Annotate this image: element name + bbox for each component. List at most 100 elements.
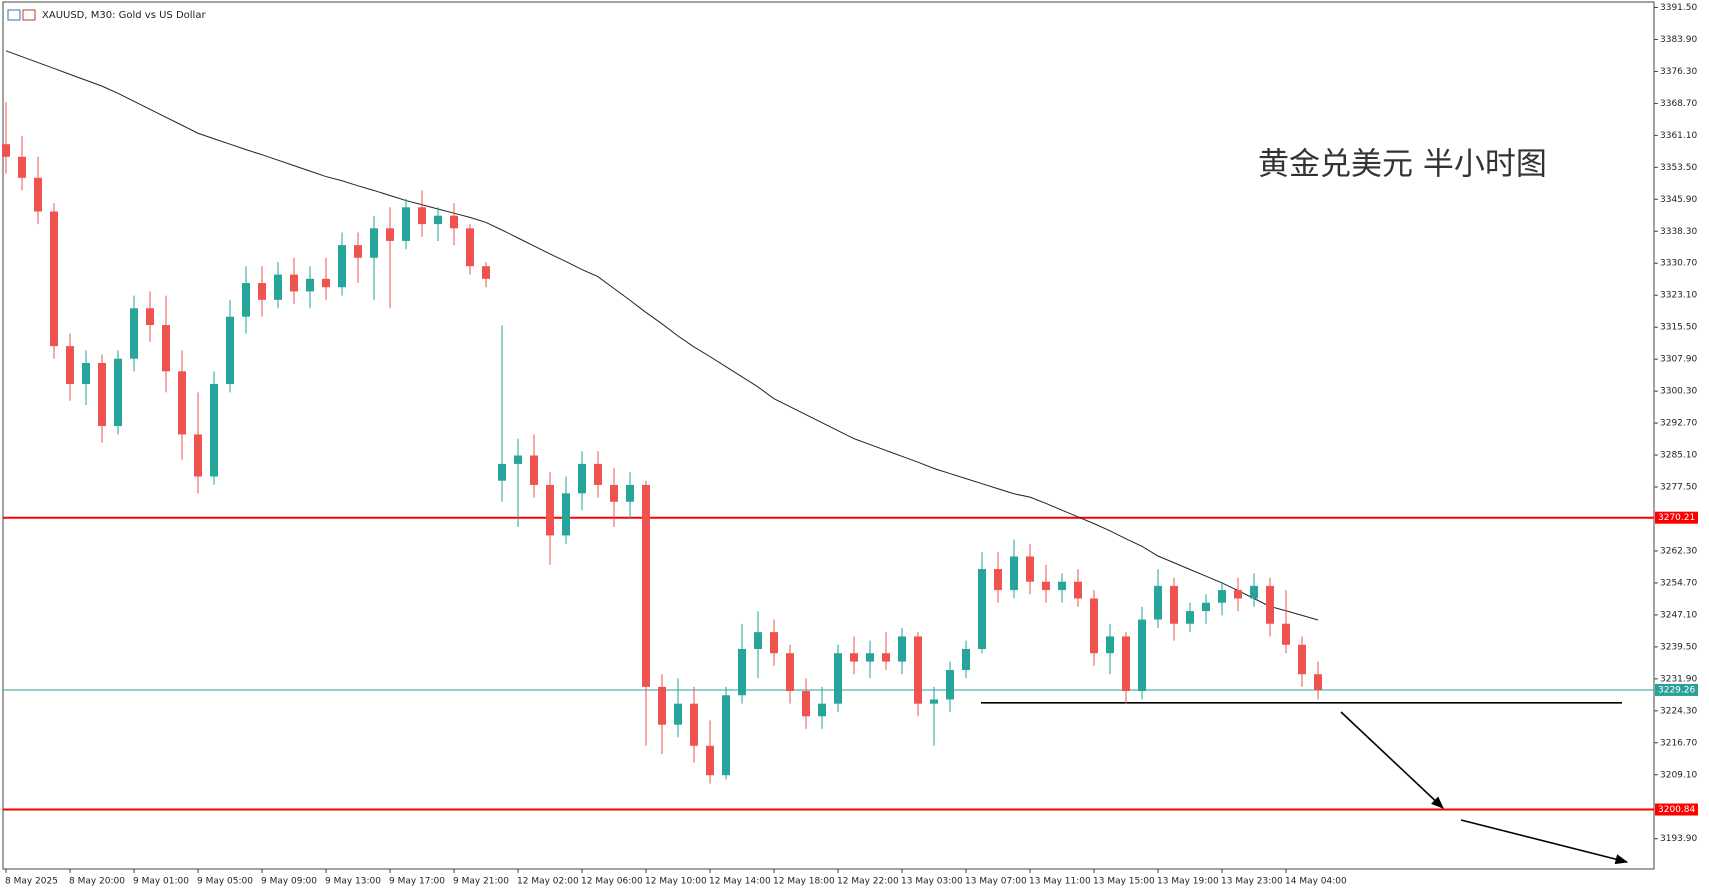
y-tick-label: 3231.90: [1660, 674, 1697, 684]
candle-body: [594, 463, 602, 485]
candle-body: [498, 463, 506, 481]
candle-body: [2, 144, 10, 157]
candle-body: [1106, 636, 1114, 654]
candle-body: [1266, 585, 1274, 624]
arrow: [1460, 819, 1629, 865]
moving-average: [5, 50, 1319, 621]
candle-body: [258, 283, 266, 300]
y-tick-label: 3307.90: [1660, 355, 1697, 365]
candle-body: [306, 278, 314, 292]
candle-body: [402, 207, 410, 241]
candle-body: [530, 455, 538, 485]
x-tick-label: 13 May 11:00: [1029, 877, 1091, 887]
y-tick-label: 3368.70: [1660, 99, 1697, 109]
y-tick-label: 3353.50: [1660, 163, 1697, 173]
x-tick-label: 9 May 13:00: [325, 877, 381, 887]
candle-body: [1026, 556, 1034, 582]
y-tick-label: 3277.50: [1660, 483, 1697, 493]
candle-body: [850, 653, 858, 662]
y-tick-label: 3285.10: [1660, 451, 1697, 461]
candle-body: [434, 215, 442, 225]
candle-body: [242, 283, 250, 317]
y-tick-label: 3338.30: [1660, 227, 1697, 237]
x-tick-label: 12 May 22:00: [837, 877, 899, 887]
candle-body: [98, 362, 106, 427]
candle-body: [674, 703, 682, 725]
y-tick-label: 3345.90: [1660, 195, 1697, 205]
candle-body: [802, 691, 810, 717]
candle-body: [450, 215, 458, 229]
annotation: 黄金兑美元 半小时图: [1258, 147, 1547, 183]
x-tick-label: 12 May 14:00: [709, 877, 771, 887]
candle-body: [1234, 590, 1242, 599]
candle-body: [898, 636, 906, 662]
candle-body: [194, 434, 202, 477]
x-tick-label: 9 May 05:00: [197, 877, 253, 887]
candle-body: [1202, 602, 1210, 612]
x-tick-label: 13 May 03:00: [901, 877, 963, 887]
candle-body: [978, 569, 986, 649]
x-tick-label: 9 May 09:00: [261, 877, 317, 887]
x-tick-label: 12 May 02:00: [517, 877, 579, 887]
candle-body: [34, 177, 42, 212]
candle-body: [146, 308, 154, 326]
x-tick-label: 9 May 17:00: [389, 877, 445, 887]
candle-body: [770, 632, 778, 654]
x-tick-label: 8 May 20:00: [69, 877, 125, 887]
candle-body: [354, 245, 362, 258]
candle-body: [338, 245, 346, 288]
y-tick-label: 3330.70: [1660, 259, 1697, 269]
y-tick-label: 3254.70: [1660, 578, 1697, 588]
candle-body: [1186, 611, 1194, 624]
x-tick-label: 12 May 06:00: [581, 877, 643, 887]
candle-body: [66, 346, 74, 384]
y-tick-label: 3193.90: [1660, 834, 1697, 844]
candle-body: [226, 316, 234, 384]
candle-body: [514, 455, 522, 464]
x-tick-label: 12 May 18:00: [773, 877, 835, 887]
candle-body: [322, 278, 330, 288]
candle-body: [1090, 598, 1098, 654]
candle-body: [1298, 644, 1306, 675]
candle-body: [642, 484, 650, 687]
y-tick-label: 3262.30: [1660, 546, 1697, 556]
arrow: [1340, 711, 1444, 809]
candle-body: [466, 228, 474, 267]
y-tick-label: 3224.30: [1660, 706, 1697, 716]
candle-body: [962, 648, 970, 671]
candle-body: [994, 569, 1002, 591]
candle-body: [754, 632, 762, 649]
candle-body: [722, 695, 730, 776]
candle-body: [82, 362, 90, 384]
candle-body: [162, 325, 170, 372]
price-tag-label: 3270.21: [1658, 513, 1695, 523]
candle-body: [1058, 581, 1066, 591]
y-tick-label: 3247.10: [1660, 610, 1697, 620]
candle-body: [946, 670, 954, 700]
x-tick-label: 12 May 10:00: [645, 877, 707, 887]
candle-body: [1042, 581, 1050, 591]
price-tag-label: 3229.26: [1658, 685, 1695, 695]
candle-body: [914, 636, 922, 704]
candle-body: [786, 653, 794, 692]
candle-body: [178, 371, 186, 435]
candle-body: [626, 484, 634, 502]
x-tick-label: 13 May 15:00: [1093, 877, 1155, 887]
candle-body: [818, 703, 826, 717]
candle-body: [1218, 590, 1226, 603]
candle-body: [1122, 636, 1130, 692]
price-tag: [1655, 511, 1698, 524]
price-tag: [1655, 803, 1698, 816]
x-tick-label: 13 May 23:00: [1221, 877, 1283, 887]
chart-title: XAUUSD, M30: Gold vs US Dollar: [42, 10, 206, 21]
candle-body: [562, 493, 570, 536]
y-tick-label: 3216.70: [1660, 738, 1697, 748]
candle-body: [386, 228, 394, 241]
x-tick-label: 14 May 04:00: [1285, 877, 1347, 887]
candle-body: [130, 308, 138, 359]
candle-body: [274, 274, 282, 300]
y-tick-label: 3323.10: [1660, 291, 1697, 301]
y-tick-label: 3361.10: [1660, 131, 1697, 141]
y-tick-label: 3239.50: [1660, 642, 1697, 652]
